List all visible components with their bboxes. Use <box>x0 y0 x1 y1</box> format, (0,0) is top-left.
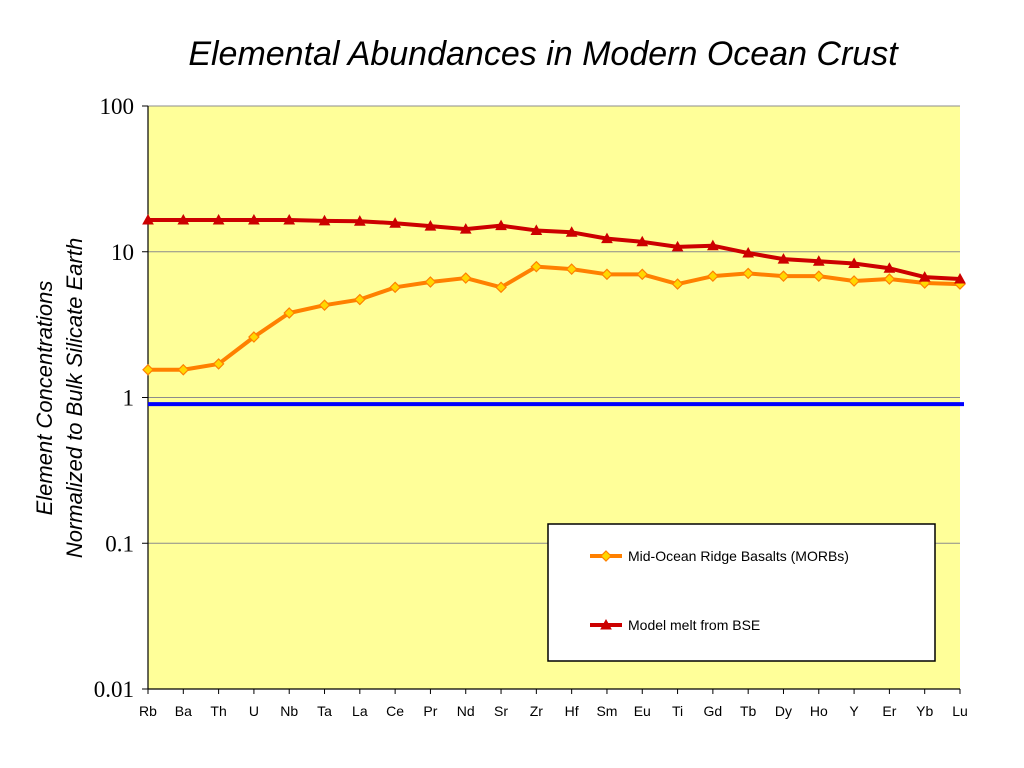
data-point-marker <box>848 275 860 287</box>
y-axis-label-line2: Normalized to Bulk Silicate Earth <box>62 238 87 558</box>
data-point-marker <box>812 270 825 283</box>
x-tick-label: Y <box>849 703 859 719</box>
x-tick-label: Er <box>882 703 896 719</box>
series-line <box>148 264 961 372</box>
data-point-marker <box>142 214 154 225</box>
data-point-marker <box>565 263 578 275</box>
series-2 <box>142 214 966 284</box>
data-point-marker <box>212 358 225 370</box>
axes <box>142 105 961 694</box>
x-tick-label: Rb <box>139 703 157 719</box>
data-point-marker <box>424 220 437 231</box>
chart-title: Elemental Abundances in Modern Ocean Cru… <box>188 35 899 73</box>
data-point-marker <box>883 273 896 285</box>
data-point-marker <box>707 239 719 251</box>
data-point-marker <box>707 270 719 283</box>
x-tick-label: Pr <box>423 703 437 719</box>
data-point-marker <box>918 271 931 282</box>
data-point-marker <box>212 214 225 225</box>
data-point-marker <box>636 235 649 247</box>
legend-label: Model melt from BSE <box>628 617 760 633</box>
data-point-marker <box>530 260 543 273</box>
data-point-marker <box>565 226 578 237</box>
y-tick-label: 0.01 <box>94 677 134 702</box>
legend-entry: Model melt from BSE <box>590 617 760 633</box>
data-point-marker <box>459 272 472 284</box>
x-tick-label: Nb <box>280 703 298 719</box>
data-point-marker <box>601 268 613 281</box>
data-point-marker <box>248 214 260 225</box>
data-point-marker <box>777 253 790 264</box>
series-line <box>148 218 961 282</box>
data-point-marker <box>283 214 296 225</box>
legend-box <box>547 523 936 662</box>
y-axis-label-line1: Element Concentrations <box>32 281 57 516</box>
data-point-marker <box>812 255 825 266</box>
x-tick-label: U <box>249 703 259 719</box>
data-point-marker <box>777 270 790 283</box>
data-point-marker <box>671 240 684 252</box>
data-point-marker <box>353 215 366 226</box>
data-point-marker <box>954 272 966 284</box>
data-point-marker <box>177 363 190 376</box>
data-point-marker <box>530 224 543 235</box>
legend-entry: Mid-Ocean Ridge Basalts (MORBs) <box>590 548 849 564</box>
data-point-marker <box>636 268 649 281</box>
data-point-marker <box>883 262 896 273</box>
y-tick-label: 10 <box>111 240 134 265</box>
data-point-marker <box>742 246 755 258</box>
x-tick-label: Zr <box>530 703 544 719</box>
x-tick-label: Lu <box>952 703 968 719</box>
x-tick-label: Sm <box>596 703 617 719</box>
x-tick-label: Ho <box>810 703 828 719</box>
data-point-marker <box>495 219 507 231</box>
y-tick-label: 0.1 <box>105 531 134 556</box>
data-point-marker <box>671 278 684 290</box>
x-tick-label: Ce <box>386 703 404 719</box>
y-axis-ticks: 100 10 1 0.1 0.01 <box>94 94 134 702</box>
legend: Mid-Ocean Ridge Basalts (MORBs) Model mel… <box>547 523 936 662</box>
data-point-marker <box>424 276 437 288</box>
y-tick-label: 100 <box>100 94 135 119</box>
x-tick-label: La <box>352 703 368 719</box>
x-tick-label: Ti <box>672 703 683 719</box>
y-tick-label: 1 <box>123 386 135 411</box>
x-tick-label: Hf <box>565 703 579 719</box>
data-point-marker <box>848 257 860 269</box>
x-tick-label: Tb <box>740 703 757 719</box>
x-tick-label: Ba <box>175 703 192 719</box>
legend-marker <box>600 618 612 630</box>
data-point-marker <box>389 281 401 294</box>
series-group <box>142 214 966 376</box>
data-point-marker <box>742 267 755 280</box>
data-point-marker <box>353 293 366 306</box>
x-tick-label: Gd <box>704 703 723 719</box>
x-tick-label: Eu <box>634 703 651 719</box>
data-point-marker <box>283 307 296 319</box>
legend-marker <box>600 550 612 562</box>
x-tick-label: Ta <box>317 703 332 719</box>
data-point-marker <box>318 214 331 226</box>
data-point-marker <box>318 299 331 312</box>
data-point-marker <box>601 232 613 244</box>
x-tick-label: Nd <box>457 703 475 719</box>
x-axis-ticks: Rb Ba Th U Nb Ta La Ce Pr Nd Sr Zr Hf Sm Eu Ti Gd Tb Dy Ho Y… <box>139 703 968 719</box>
data-point-marker <box>459 223 472 234</box>
data-point-marker <box>389 217 401 228</box>
data-point-marker <box>177 214 190 225</box>
x-tick-label: Yb <box>916 703 933 719</box>
x-tick-label: Sr <box>494 703 508 719</box>
data-point-marker <box>495 281 507 294</box>
legend-label: Mid-Ocean Ridge Basalts (MORBs) <box>628 548 849 564</box>
data-point-marker <box>142 363 154 376</box>
data-point-marker <box>248 331 260 343</box>
x-tick-label: Dy <box>775 703 792 719</box>
x-tick-label: Th <box>210 703 226 719</box>
